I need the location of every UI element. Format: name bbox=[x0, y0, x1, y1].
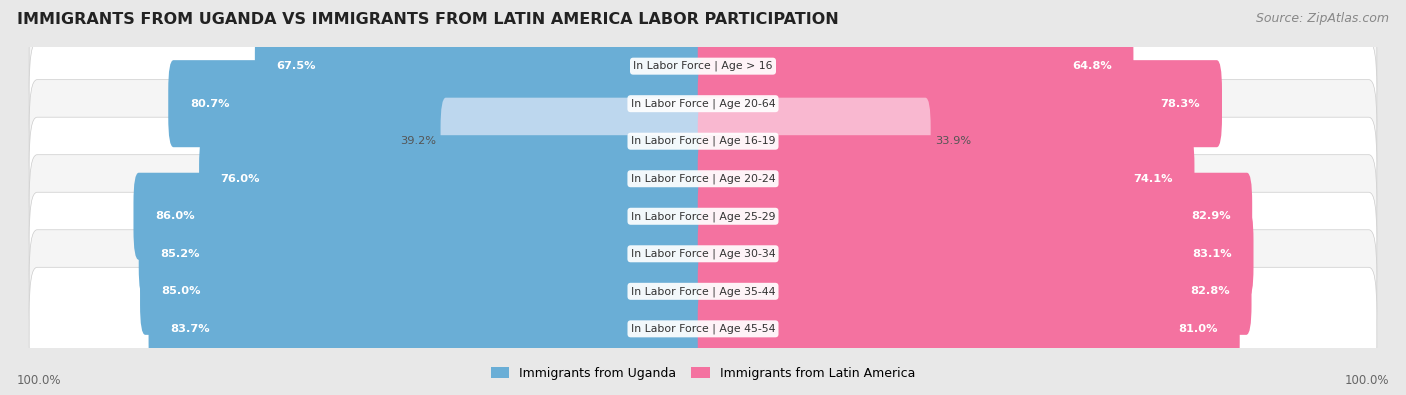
Text: 85.0%: 85.0% bbox=[162, 286, 201, 296]
Text: 100.0%: 100.0% bbox=[1344, 374, 1389, 387]
Text: 74.1%: 74.1% bbox=[1133, 174, 1173, 184]
FancyBboxPatch shape bbox=[697, 135, 1195, 222]
Text: In Labor Force | Age 30-34: In Labor Force | Age 30-34 bbox=[631, 248, 775, 259]
FancyBboxPatch shape bbox=[149, 285, 709, 372]
Text: 83.7%: 83.7% bbox=[170, 324, 209, 334]
Text: 81.0%: 81.0% bbox=[1178, 324, 1218, 334]
Text: 80.7%: 80.7% bbox=[190, 99, 229, 109]
Text: 78.3%: 78.3% bbox=[1161, 99, 1201, 109]
Text: In Labor Force | Age 25-29: In Labor Force | Age 25-29 bbox=[631, 211, 775, 222]
Text: In Labor Force | Age 35-44: In Labor Force | Age 35-44 bbox=[631, 286, 775, 297]
Text: In Labor Force | Age 45-54: In Labor Force | Age 45-54 bbox=[631, 324, 775, 334]
FancyBboxPatch shape bbox=[141, 248, 709, 335]
FancyBboxPatch shape bbox=[440, 98, 709, 185]
FancyBboxPatch shape bbox=[30, 117, 1376, 240]
Text: 85.2%: 85.2% bbox=[160, 249, 200, 259]
Text: In Labor Force | Age 20-64: In Labor Force | Age 20-64 bbox=[631, 98, 775, 109]
FancyBboxPatch shape bbox=[134, 173, 709, 260]
FancyBboxPatch shape bbox=[30, 5, 1376, 128]
Text: Source: ZipAtlas.com: Source: ZipAtlas.com bbox=[1256, 12, 1389, 25]
FancyBboxPatch shape bbox=[697, 98, 931, 185]
FancyBboxPatch shape bbox=[139, 210, 709, 297]
FancyBboxPatch shape bbox=[254, 23, 709, 110]
Text: 83.1%: 83.1% bbox=[1192, 249, 1232, 259]
Text: In Labor Force | Age 16-19: In Labor Force | Age 16-19 bbox=[631, 136, 775, 147]
FancyBboxPatch shape bbox=[30, 42, 1376, 165]
FancyBboxPatch shape bbox=[200, 135, 709, 222]
Text: IMMIGRANTS FROM UGANDA VS IMMIGRANTS FROM LATIN AMERICA LABOR PARTICIPATION: IMMIGRANTS FROM UGANDA VS IMMIGRANTS FRO… bbox=[17, 12, 838, 27]
FancyBboxPatch shape bbox=[697, 23, 1133, 110]
FancyBboxPatch shape bbox=[30, 80, 1376, 203]
FancyBboxPatch shape bbox=[30, 155, 1376, 278]
Text: 67.5%: 67.5% bbox=[277, 61, 316, 71]
FancyBboxPatch shape bbox=[697, 60, 1222, 147]
Text: In Labor Force | Age > 16: In Labor Force | Age > 16 bbox=[633, 61, 773, 71]
FancyBboxPatch shape bbox=[30, 192, 1376, 315]
FancyBboxPatch shape bbox=[30, 267, 1376, 390]
Text: 33.9%: 33.9% bbox=[935, 136, 972, 146]
Text: 82.8%: 82.8% bbox=[1191, 286, 1230, 296]
Text: 86.0%: 86.0% bbox=[155, 211, 195, 221]
Text: 100.0%: 100.0% bbox=[17, 374, 62, 387]
FancyBboxPatch shape bbox=[697, 173, 1253, 260]
FancyBboxPatch shape bbox=[30, 230, 1376, 353]
FancyBboxPatch shape bbox=[697, 285, 1240, 372]
Text: 76.0%: 76.0% bbox=[221, 174, 260, 184]
Text: In Labor Force | Age 20-24: In Labor Force | Age 20-24 bbox=[631, 173, 775, 184]
FancyBboxPatch shape bbox=[697, 210, 1254, 297]
FancyBboxPatch shape bbox=[697, 248, 1251, 335]
FancyBboxPatch shape bbox=[169, 60, 709, 147]
Text: 64.8%: 64.8% bbox=[1071, 61, 1112, 71]
Text: 39.2%: 39.2% bbox=[399, 136, 436, 146]
Legend: Immigrants from Uganda, Immigrants from Latin America: Immigrants from Uganda, Immigrants from … bbox=[485, 362, 921, 385]
Text: 82.9%: 82.9% bbox=[1191, 211, 1230, 221]
